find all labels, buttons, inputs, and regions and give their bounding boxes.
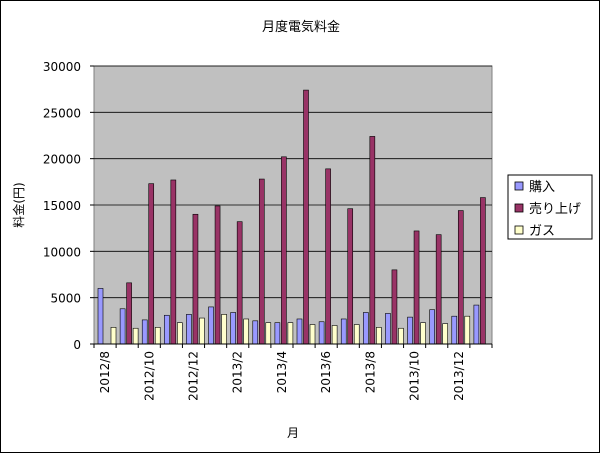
bar [154,327,161,345]
bar [391,269,398,345]
bar [287,322,294,345]
bar [385,313,391,345]
x-tick-label: 2012/12 [187,351,201,401]
y-tick-label: 5000 [50,292,81,306]
bar [177,322,183,345]
bar [230,312,236,345]
chart-title: 月度電気料金 [262,19,340,35]
bar [435,234,442,345]
bar [258,178,265,345]
bar [318,321,325,345]
bar [265,322,272,345]
bar [473,304,480,345]
bar [214,205,221,345]
bar [192,213,199,345]
x-tick-label: 2013/10 [408,351,422,401]
bar [141,319,148,345]
bar [119,308,126,345]
bar [420,322,426,345]
x-axis-ticks: 2012/8 2012/10 2012/12 2013/2 2013/4 2013/6 20… [93,343,493,401]
x-tick-label: 2013/6 [319,351,333,393]
bar [340,318,347,345]
bar [252,320,259,345]
bar [429,309,435,345]
bar [442,323,448,345]
bar [325,168,331,345]
bar [363,312,369,345]
bar [398,327,404,345]
y-tick-label: 30000 [43,60,81,74]
x-tick-label: 2013/4 [275,351,289,393]
bar [464,315,471,345]
bar [164,314,170,345]
x-tick-label: 2013/12 [452,351,466,401]
bar [132,327,139,345]
y-axis-label: 料金(円) [11,182,26,227]
bar [243,318,249,345]
bar [347,208,354,345]
bar [126,282,132,345]
legend-swatch [514,181,524,191]
bar [376,327,382,345]
bar [281,156,287,345]
bar [331,325,338,345]
legend-swatch [514,203,524,213]
bar [208,306,214,345]
legend-label: ガス [529,224,555,239]
x-tick-label: 2013/8 [363,351,377,393]
bar [110,327,117,345]
y-tick-label: 25000 [43,106,81,120]
y-tick-label: 0 [73,338,81,352]
bar [407,316,413,345]
legend-swatch [514,225,524,235]
y-tick-label: 20000 [43,153,81,167]
bar [353,324,360,345]
bar [309,324,316,345]
bar [480,197,486,345]
x-axis-label: 月 [287,426,299,440]
legend-label: 購入 [529,180,555,195]
bar [457,210,464,345]
bar [296,318,303,345]
y-tick-label: 10000 [43,245,81,259]
x-tick-label: 2012/10 [142,351,156,401]
legend-label: 売り上げ [529,201,581,217]
bar [170,179,177,345]
y-axis-ticks: 0 5000 10000 15000 20000 25000 30000 [43,60,94,352]
x-tick-label: 2013/2 [231,351,245,393]
bar [97,288,104,345]
bar [451,315,458,345]
x-tick-label: 2012/8 [98,351,112,393]
bar [221,314,227,345]
bar [274,322,281,345]
bar [236,221,243,345]
y-tick-label: 15000 [43,199,81,213]
bar [303,89,309,345]
bar [148,183,155,345]
bar [186,314,192,345]
bar [413,230,420,345]
gridlines [94,65,492,299]
bar [199,317,205,345]
bar [369,136,376,345]
